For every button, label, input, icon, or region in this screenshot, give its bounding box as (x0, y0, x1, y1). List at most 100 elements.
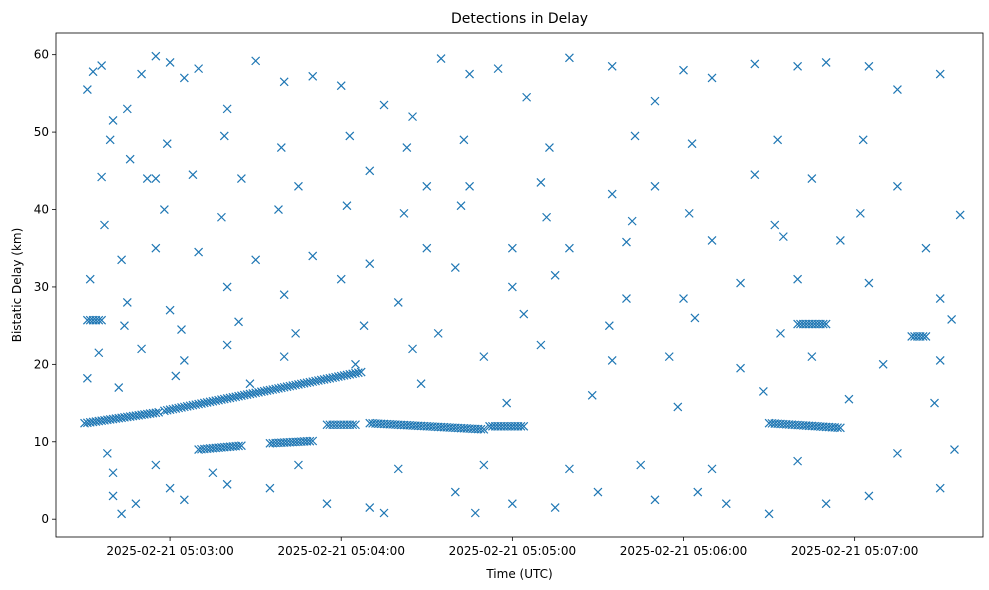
data-point (893, 448, 902, 458)
data-point (194, 64, 204, 74)
data-point (236, 174, 246, 183)
data-point (162, 139, 172, 149)
data-point (864, 278, 874, 288)
plot-area-frame (55, 32, 984, 538)
data-point (921, 243, 931, 253)
data-point (650, 96, 660, 106)
data-point (587, 390, 597, 400)
data-point (522, 92, 532, 102)
data-point (630, 131, 640, 141)
data-point (519, 309, 529, 319)
data-point (479, 352, 489, 362)
data-point (105, 135, 115, 145)
data-point (550, 503, 560, 513)
data-point (234, 317, 243, 327)
data-point (776, 328, 785, 338)
data-point (636, 460, 646, 470)
data-point (137, 69, 146, 79)
data-point (353, 368, 363, 378)
data-point (684, 208, 694, 218)
data-point (493, 64, 503, 74)
data-point (773, 135, 783, 145)
data-point (131, 499, 141, 509)
data-point (393, 464, 403, 474)
x-tick-label: 2025-02-21 05:06:00 (620, 544, 747, 558)
data-point (821, 319, 831, 329)
data-point (930, 398, 939, 408)
x-tick-label: 2025-02-21 05:04:00 (278, 544, 405, 558)
data-point (778, 232, 788, 242)
data-point (294, 181, 303, 191)
data-point (365, 503, 375, 513)
data-point (436, 54, 446, 63)
data-point (622, 294, 631, 303)
data-point (151, 460, 161, 470)
data-point (234, 441, 243, 451)
data-point (402, 143, 412, 153)
data-point (208, 468, 218, 478)
data-point (450, 263, 460, 273)
data-point (750, 170, 760, 180)
data-point (693, 487, 703, 497)
data-point (507, 282, 517, 292)
data-point (379, 100, 389, 110)
data-point (179, 73, 189, 83)
x-tick-label: 2025-02-21 05:05:00 (449, 544, 576, 558)
data-point (151, 243, 161, 253)
x-tick-label: 2025-02-21 05:03:00 (106, 544, 233, 558)
data-point (793, 61, 803, 71)
data-point (171, 371, 181, 381)
data-point (707, 464, 717, 474)
chart-title: Detections in Delay (451, 11, 588, 27)
data-point (108, 468, 118, 478)
data-point (416, 379, 426, 389)
data-point (408, 112, 417, 122)
data-point (365, 166, 375, 176)
data-point (519, 421, 529, 431)
data-point (507, 499, 517, 509)
data-point (151, 51, 161, 61)
data-point (122, 297, 132, 307)
y-tick-label: 40 (34, 203, 49, 217)
data-point (336, 274, 346, 284)
data-point (433, 328, 443, 338)
y-tick-label: 30 (34, 280, 49, 294)
data-point (122, 104, 132, 114)
data-point (679, 294, 688, 303)
data-point (336, 81, 346, 91)
data-point (359, 321, 369, 331)
data-point (85, 274, 95, 284)
data-point (564, 464, 574, 474)
data-point (408, 344, 417, 354)
data-point (807, 174, 817, 183)
data-point (365, 259, 375, 269)
data-point (245, 379, 255, 389)
data-point (265, 483, 275, 493)
data-point (479, 424, 489, 434)
data-point (864, 61, 874, 71)
data-point (622, 237, 631, 247)
data-point (821, 499, 831, 509)
data-point (893, 181, 902, 191)
data-point (294, 460, 303, 470)
data-point (707, 236, 717, 245)
data-point (935, 294, 945, 303)
data-point (707, 73, 717, 83)
data-point (222, 340, 232, 350)
data-point (165, 57, 175, 67)
data-point (279, 77, 289, 87)
data-point (165, 483, 175, 493)
data-point (459, 135, 469, 145)
data-point (108, 116, 118, 125)
data-point (177, 325, 186, 334)
data-point (793, 456, 803, 466)
y-tick-label: 60 (34, 48, 49, 62)
data-point (650, 495, 660, 505)
data-point (222, 282, 232, 292)
data-point (536, 340, 546, 350)
data-point (679, 65, 688, 75)
data-point (673, 402, 683, 412)
data-point (276, 143, 286, 153)
data-point (308, 436, 318, 446)
